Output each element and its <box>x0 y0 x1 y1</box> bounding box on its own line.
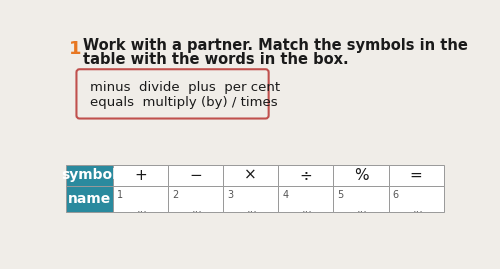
Bar <box>223 186 278 212</box>
Text: 3: 3 <box>227 190 233 200</box>
Text: 6: 6 <box>392 190 398 200</box>
Bar <box>388 165 444 186</box>
Bar <box>278 165 334 186</box>
Bar <box>223 165 278 186</box>
Text: 2: 2 <box>172 190 178 200</box>
Text: ...: ... <box>357 204 368 214</box>
Text: +: + <box>134 168 147 183</box>
Text: 1: 1 <box>68 40 81 58</box>
Text: ...: ... <box>192 204 202 214</box>
Bar <box>388 186 444 212</box>
Bar <box>278 186 334 212</box>
FancyBboxPatch shape <box>76 69 268 119</box>
Bar <box>168 186 223 212</box>
Bar <box>334 186 388 212</box>
Text: 5: 5 <box>338 190 344 200</box>
Bar <box>66 186 113 212</box>
Bar <box>113 186 168 212</box>
Text: ×: × <box>244 168 257 183</box>
Bar <box>334 165 388 186</box>
Text: name: name <box>68 192 111 206</box>
Text: table with the words in the box.: table with the words in the box. <box>82 52 348 67</box>
Text: ...: ... <box>412 204 423 214</box>
Text: 1: 1 <box>117 190 123 200</box>
Text: Work with a partner. Match the symbols in the: Work with a partner. Match the symbols i… <box>82 38 468 54</box>
Text: −: − <box>189 168 202 183</box>
Text: ...: ... <box>302 204 313 214</box>
Text: ...: ... <box>136 204 147 214</box>
Text: ÷: ÷ <box>300 168 312 183</box>
Text: ...: ... <box>247 204 258 214</box>
Bar <box>66 165 113 186</box>
Text: equals  multiply (by) / times: equals multiply (by) / times <box>90 96 278 109</box>
Text: =: = <box>410 168 422 183</box>
Text: 4: 4 <box>282 190 288 200</box>
Text: symbol: symbol <box>62 168 118 182</box>
Bar <box>168 165 223 186</box>
Bar <box>113 165 168 186</box>
Text: minus  divide  plus  per cent: minus divide plus per cent <box>90 81 280 94</box>
Text: %: % <box>354 168 368 183</box>
